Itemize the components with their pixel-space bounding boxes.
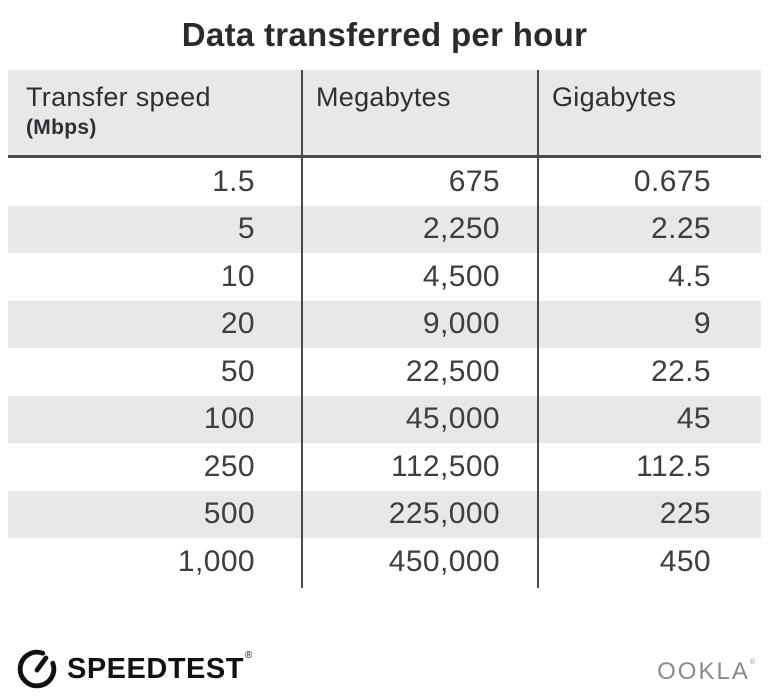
table-cell: 100	[203, 402, 255, 436]
table-row: 100 45,000 45	[8, 395, 761, 443]
table-cell: 0.675	[633, 164, 711, 198]
data-table: Transfer speed (Mbps) Megabytes Gigabyte…	[8, 70, 761, 588]
column-divider-1	[301, 70, 303, 588]
table-cell: 4.5	[668, 259, 711, 293]
header-cell-gigabytes: Gigabytes	[538, 70, 761, 155]
table-cell: 112,500	[390, 449, 500, 483]
header-label: Megabytes	[316, 82, 451, 112]
header-cell-transfer-speed: Transfer speed (Mbps)	[8, 70, 302, 155]
table-cell: 5	[237, 212, 255, 246]
table-row: 10 4,500 4.5	[8, 253, 761, 301]
table-cell: 1,000	[177, 544, 255, 578]
table-row: 250 112,500 112.5	[8, 443, 761, 491]
table-cell: 1.5	[212, 164, 255, 198]
table-row: 1,000 450,000 450	[8, 538, 761, 586]
header-label: Gigabytes	[552, 82, 677, 112]
table-cell: 225	[659, 497, 711, 531]
header-sublabel: (Mbps)	[26, 116, 97, 139]
table-cell: 9	[693, 307, 711, 341]
speedtest-trademark: ®	[244, 650, 253, 661]
table-cell: 450	[659, 544, 711, 578]
table-cell: 250	[203, 449, 255, 483]
table-cell: 225,000	[388, 497, 500, 531]
speedtest-wordmark: SPEEDTEST	[67, 652, 244, 685]
table-cell: 500	[203, 497, 255, 531]
table-cell: 450,000	[388, 544, 500, 578]
table-cell: 45	[676, 402, 711, 436]
table-cell: 10	[220, 259, 255, 293]
header-cell-megabytes: Megabytes	[302, 70, 538, 155]
page-title: Data transferred per hour	[181, 16, 588, 53]
table-cell: 50	[220, 354, 255, 388]
header-label: Transfer speed	[26, 82, 211, 112]
table-cell: 2.25	[651, 212, 711, 246]
table-body: 1.5 675 0.675 5 2,250 2.25 10 4,500 4.5 20 9,000 9 5…	[8, 158, 761, 586]
table-cell: 112.5	[636, 449, 711, 483]
ookla-logo: OOKLA ®	[657, 658, 755, 686]
table-row: 1.5 675 0.675	[8, 158, 761, 206]
ookla-trademark: ®	[749, 659, 755, 666]
table-cell: 9,000	[422, 307, 500, 341]
ookla-wordmark: OOKLA	[657, 658, 750, 685]
table-row: 5 2,250 2.25	[8, 205, 761, 253]
table-row: 20 9,000 9	[8, 300, 761, 348]
table-cell: 45,000	[405, 402, 500, 436]
table-header-row: Transfer speed (Mbps) Megabytes Gigabyte…	[8, 70, 761, 158]
table-row: 50 22,500 22.5	[8, 348, 761, 396]
table-cell: 20	[220, 307, 255, 341]
column-divider-2	[537, 70, 539, 588]
table-cell: 2,250	[422, 212, 500, 246]
table-cell: 675	[448, 164, 500, 198]
table-cell: 22.5	[651, 354, 711, 388]
speedtest-gauge-icon	[17, 649, 57, 689]
table-cell: 4,500	[422, 259, 500, 293]
table-cell: 22,500	[405, 354, 500, 388]
footer: SPEEDTEST ® OOKLA ®	[0, 644, 769, 692]
table-row: 500 225,000 225	[8, 490, 761, 538]
speedtest-logo: SPEEDTEST ®	[16, 648, 252, 690]
